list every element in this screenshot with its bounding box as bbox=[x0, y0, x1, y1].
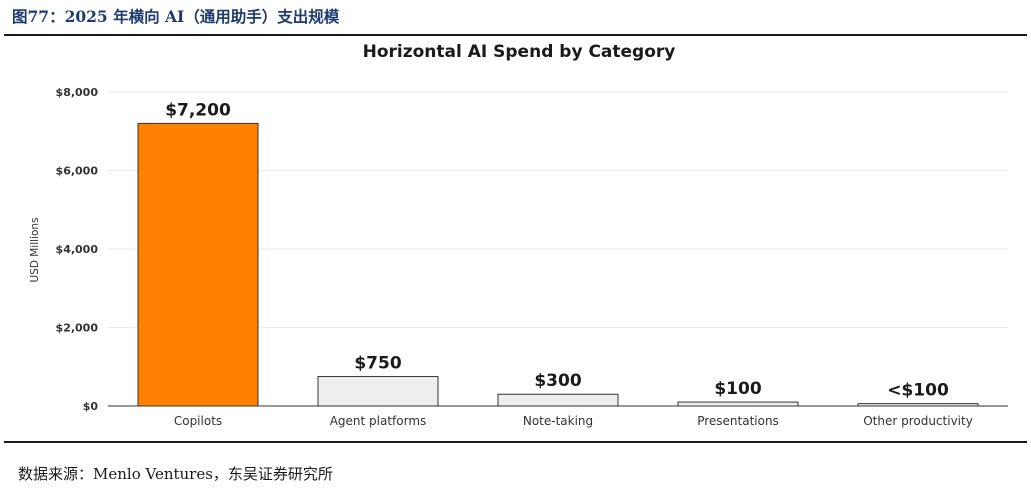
top-rule bbox=[4, 34, 1027, 36]
bottom-rule bbox=[4, 441, 1027, 443]
bar bbox=[317, 376, 439, 407]
x-tick-label: Agent platforms bbox=[330, 414, 427, 428]
data-label: $300 bbox=[534, 371, 581, 391]
bar bbox=[497, 393, 619, 407]
figure-title: 图77：2025 年横向 AI（通用助手）支出规模 bbox=[12, 7, 340, 26]
source-note: 数据来源：Menlo Ventures，东吴证券研究所 bbox=[18, 465, 333, 483]
data-labels: $7,200 $750 $300 $100 <$100 bbox=[165, 100, 949, 400]
x-tick-label: Copilots bbox=[174, 414, 222, 428]
y-ticks: $0 $2,000 $4,000 $6,000 $8,000 bbox=[56, 86, 99, 413]
x-tick-label: Other productivity bbox=[863, 414, 973, 428]
x-tick-label: Presentations bbox=[697, 414, 779, 428]
y-tick-label: $0 bbox=[83, 400, 99, 413]
chart-title: Horizontal AI Spend by Category bbox=[363, 42, 676, 62]
bar bbox=[137, 122, 259, 407]
x-ticks: Copilots Agent platforms Note-taking Presen… bbox=[174, 414, 973, 428]
y-tick-label: $8,000 bbox=[56, 86, 99, 99]
y-tick-label: $6,000 bbox=[56, 165, 99, 178]
data-label: $750 bbox=[354, 354, 401, 374]
y-tick-label: $2,000 bbox=[56, 322, 99, 335]
bar-chart: Horizontal AI Spend by Category USD Mill… bbox=[29, 42, 1008, 428]
data-label: $7,200 bbox=[165, 100, 231, 120]
data-label: <$100 bbox=[887, 381, 949, 401]
bars bbox=[137, 122, 979, 407]
y-tick-label: $4,000 bbox=[56, 243, 99, 256]
bar bbox=[677, 401, 799, 407]
x-tick-label: Note-taking bbox=[523, 414, 593, 428]
y-axis-label: USD Millions bbox=[29, 217, 41, 282]
data-label: $100 bbox=[714, 379, 761, 399]
